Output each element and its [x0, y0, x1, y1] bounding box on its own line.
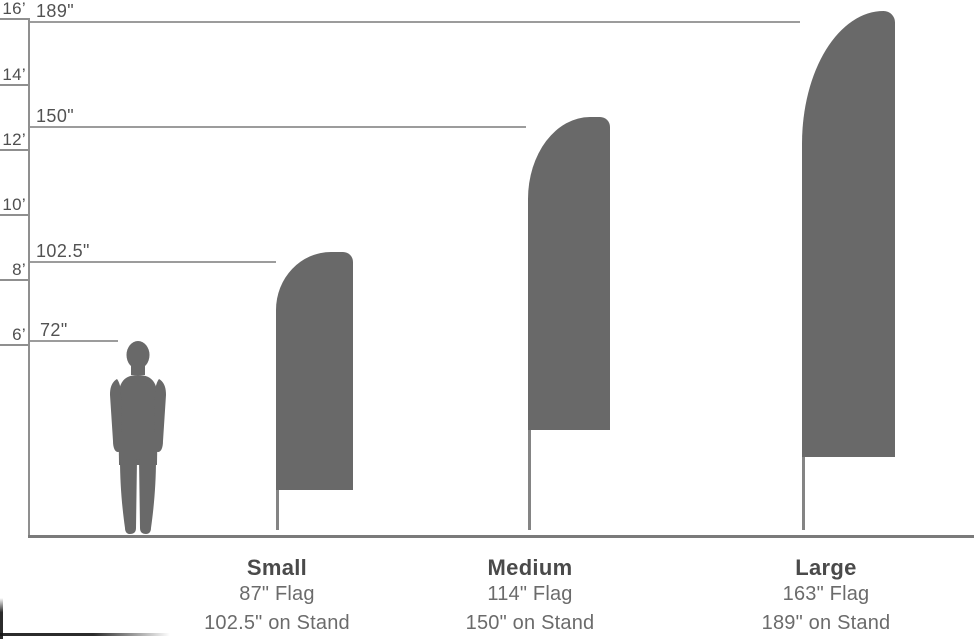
ruler-tick-10ft: [0, 214, 28, 216]
reference-label-150in: 150": [36, 106, 75, 126]
caption-large: Large 163" Flag 189" on Stand: [696, 556, 956, 638]
caption-medium-title: Medium: [487, 555, 573, 580]
caption-small: Small 87" Flag 102.5" on Stand: [147, 556, 407, 638]
reference-label-72in: 72": [40, 320, 68, 340]
ruler-label-16ft: 16’: [2, 0, 26, 18]
caption-medium: Medium 114" Flag 150" on Stand: [400, 556, 660, 638]
page-corner-artifact-vertical: [0, 598, 3, 639]
ruler-tick-8ft: [0, 279, 28, 281]
reference-line-150in: [30, 126, 526, 128]
reference-line-102-5in: [30, 261, 276, 263]
ruler-label-14ft: 14’: [2, 65, 26, 84]
caption-large-stand-height: 189" on Stand: [761, 612, 891, 634]
caption-medium-stand-height: 150" on Stand: [465, 612, 595, 634]
flag-pole-large: [802, 457, 805, 530]
reference-label-189in: 189": [36, 1, 75, 21]
caption-small-stand-height: 102.5" on Stand: [204, 612, 350, 634]
page-corner-artifact-horizontal: [0, 633, 170, 636]
ruler-vertical-line: [28, 18, 30, 535]
reference-line-189in: [30, 21, 800, 23]
flag-pole-small: [276, 490, 279, 530]
reference-line-72in: [30, 340, 118, 342]
flag-pole-medium: [528, 430, 531, 530]
caption-small-flag-height: 87" Flag: [239, 583, 315, 605]
ruler-label-8ft: 8’: [12, 260, 26, 279]
ruler-label-6ft: 6’: [12, 325, 26, 344]
caption-small-title: Small: [246, 555, 308, 580]
ruler-tick-12ft: [0, 149, 28, 151]
flag-large: [802, 11, 895, 457]
ruler-label-10ft: 10’: [2, 195, 26, 214]
caption-medium-flag-height: 114" Flag: [487, 583, 573, 605]
caption-large-title: Large: [795, 555, 857, 580]
ground-line: [28, 535, 974, 538]
ruler-tick-16ft: [0, 18, 28, 20]
human-silhouette: [110, 341, 166, 534]
flag-medium: [528, 117, 610, 430]
reference-label-102-5in: 102.5": [36, 241, 90, 261]
flag-small: [276, 252, 353, 490]
ruler-tick-6ft: [0, 344, 28, 346]
caption-large-flag-height: 163" Flag: [782, 583, 870, 605]
ruler-label-12ft: 12’: [2, 130, 26, 149]
ruler-tick-14ft: [0, 84, 28, 86]
